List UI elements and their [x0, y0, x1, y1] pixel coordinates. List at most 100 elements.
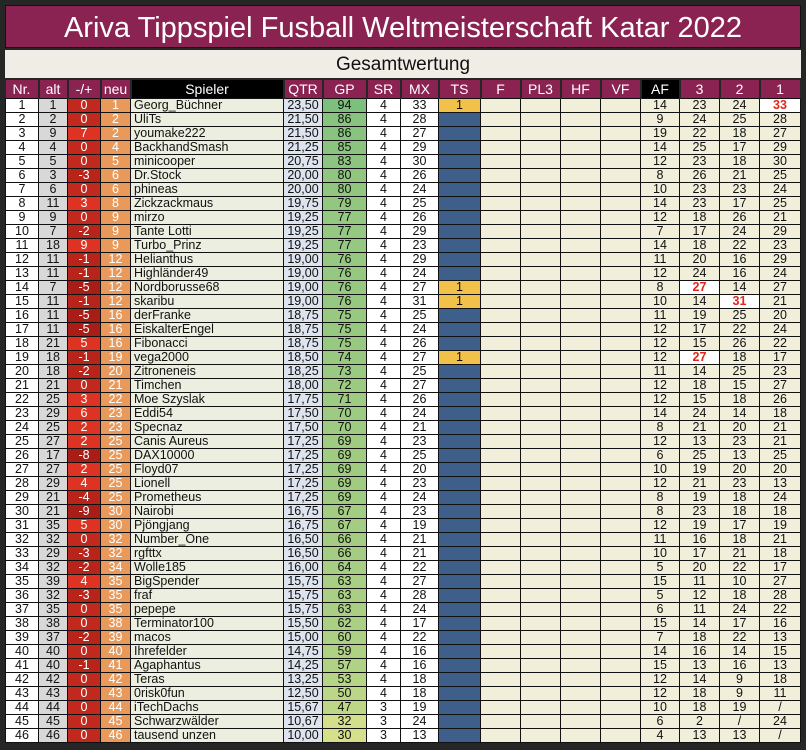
column-header-af[interactable]: AF	[640, 80, 681, 99]
cell-f	[480, 616, 521, 631]
column-header-spieler[interactable]: Spieler	[130, 80, 285, 99]
column-header-nr[interactable]: Nr.	[5, 80, 40, 99]
cell-sr: 4	[366, 420, 401, 435]
cell-spieler: fraf	[130, 588, 284, 603]
cell-f	[480, 672, 521, 687]
cell-col3: 22	[679, 126, 720, 141]
cell-gp: 71	[322, 392, 367, 407]
cell-col1: 24	[759, 266, 801, 281]
cell-neu: 2	[100, 112, 131, 127]
column-header-pl3[interactable]: PL3	[520, 80, 562, 99]
cell-mx: 21	[400, 420, 439, 435]
cell-sr: 4	[366, 588, 401, 603]
column-header-alt[interactable]: alt	[38, 80, 69, 99]
column-header-diff[interactable]: -/+	[67, 80, 102, 99]
cell-pl3	[520, 182, 561, 197]
cell-col2: 22	[719, 560, 760, 575]
cell-vf	[600, 154, 641, 169]
cell-mx: 22	[400, 560, 439, 575]
cell-nr: 21	[5, 378, 39, 393]
cell-sr: 4	[366, 308, 401, 323]
cell-af: 12	[640, 378, 680, 393]
cell-qtr: 18,25	[283, 364, 323, 379]
cell-diff: 0	[67, 378, 101, 393]
column-header-neu[interactable]: neu	[100, 80, 132, 99]
cell-mx: 28	[400, 112, 439, 127]
cell-diff: 0	[67, 182, 101, 197]
cell-neu: 1	[100, 98, 131, 113]
cell-ts	[438, 140, 481, 155]
cell-neu: 6	[100, 182, 131, 197]
cell-af: 19	[640, 126, 680, 141]
cell-nr: 13	[5, 266, 39, 281]
cell-gp: 79	[322, 196, 367, 211]
cell-gp: 63	[322, 588, 367, 603]
column-header-f[interactable]: F	[480, 80, 522, 99]
cell-alt: 18	[38, 238, 68, 253]
cell-col1: 11	[759, 686, 801, 701]
cell-col1: 29	[759, 140, 801, 155]
cell-ts	[438, 546, 481, 561]
cell-nr: 16	[5, 308, 39, 323]
cell-qtr: 13,25	[283, 672, 323, 687]
table-row: 4 4 0 4 BackhandSmash 21,25 85 4 29 14 25 17 29	[5, 140, 801, 155]
cell-alt: 27	[38, 462, 68, 477]
cell-hf	[560, 462, 601, 477]
cell-neu: 9	[100, 238, 131, 253]
column-header-mx[interactable]: MX	[400, 80, 440, 99]
cell-col3: 13	[679, 434, 720, 449]
column-header-col2[interactable]: 2	[719, 80, 761, 99]
cell-neu: 5	[100, 154, 131, 169]
cell-pl3	[520, 98, 561, 113]
cell-col1: 27	[759, 574, 801, 589]
column-header-ts[interactable]: TS	[438, 80, 482, 99]
cell-col1: 23	[759, 364, 801, 379]
cell-hf	[560, 266, 601, 281]
cell-gp: 76	[322, 294, 367, 309]
cell-ts	[438, 476, 481, 491]
cell-sr: 4	[366, 322, 401, 337]
cell-col3: 11	[679, 602, 720, 617]
column-header-vf[interactable]: VF	[600, 80, 642, 99]
cell-vf	[600, 532, 641, 547]
table-row: 19 18 -1 19 vega2000 18,50 74 4 27 1 12 27 18 17	[5, 350, 801, 365]
column-header-gp[interactable]: GP	[322, 80, 368, 99]
column-header-col3[interactable]: 3	[679, 80, 721, 99]
cell-qtr: 19,00	[283, 266, 323, 281]
cell-gp: 77	[322, 210, 367, 225]
cell-diff: 0	[67, 602, 101, 617]
cell-diff: 0	[67, 714, 101, 729]
cell-spieler: Canis Aureus	[130, 434, 284, 449]
cell-af: 11	[640, 252, 680, 267]
cell-vf	[600, 714, 641, 729]
cell-pl3	[520, 140, 561, 155]
cell-pl3	[520, 448, 561, 463]
cell-col1: 17	[759, 560, 801, 575]
column-header-sr[interactable]: SR	[366, 80, 402, 99]
cell-gp: 69	[322, 462, 367, 477]
cell-col3: 26	[679, 168, 720, 183]
cell-spieler: Zitroneneis	[130, 364, 284, 379]
cell-alt: 44	[38, 700, 68, 715]
column-header-col1[interactable]: 1	[759, 80, 802, 99]
cell-vf	[600, 210, 641, 225]
cell-alt: 11	[38, 294, 68, 309]
cell-neu: 45	[100, 714, 131, 729]
cell-neu: 40	[100, 644, 131, 659]
cell-af: 7	[640, 630, 680, 645]
cell-nr: 29	[5, 490, 39, 505]
table-row: 13 11 -1 12 Highländer49 19,00 76 4 24 12 24 16 24	[5, 266, 801, 281]
column-header-qtr[interactable]: QTR	[283, 80, 324, 99]
cell-spieler: Number_One	[130, 532, 284, 547]
cell-ts	[438, 266, 481, 281]
cell-qtr: 16,00	[283, 560, 323, 575]
cell-f	[480, 252, 521, 267]
cell-nr: 46	[5, 728, 39, 743]
cell-qtr: 16,75	[283, 518, 323, 533]
cell-neu: 35	[100, 574, 131, 589]
cell-gp: 73	[322, 364, 367, 379]
column-header-hf[interactable]: HF	[560, 80, 602, 99]
cell-col2: 18	[719, 154, 760, 169]
table-row: 15 11 -1 12 skaribu 19,00 76 4 31 1 10 14 31 21	[5, 294, 801, 309]
cell-neu: 22	[100, 392, 131, 407]
